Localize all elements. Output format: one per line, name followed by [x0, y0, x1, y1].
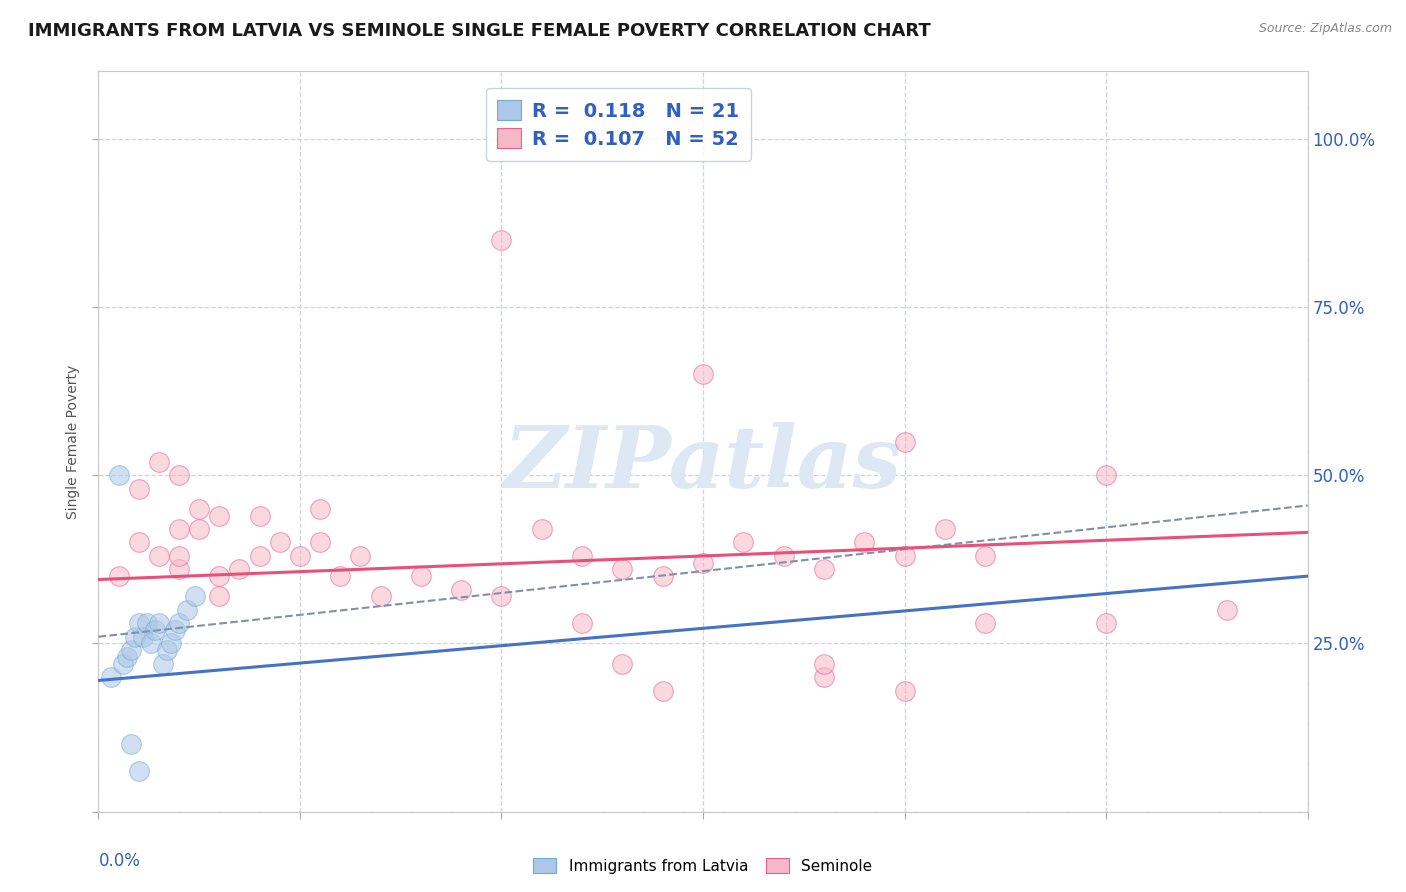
Point: [288, 549, 311, 563]
Point: [148, 549, 170, 563]
Text: 0.0%: 0.0%: [98, 853, 141, 871]
Point: [329, 569, 352, 583]
Point: [120, 738, 142, 752]
Point: [651, 683, 673, 698]
Text: ZIPatlas: ZIPatlas: [503, 422, 903, 506]
Point: [115, 649, 138, 664]
Point: [612, 562, 634, 576]
Point: [167, 522, 190, 536]
Point: [128, 616, 150, 631]
Point: [893, 434, 915, 449]
Point: [176, 603, 198, 617]
Point: [893, 683, 915, 698]
Point: [167, 562, 190, 576]
Point: [692, 556, 714, 570]
Point: [813, 657, 835, 671]
Text: IMMIGRANTS FROM LATVIA VS SEMINOLE SINGLE FEMALE POVERTY CORRELATION CHART: IMMIGRANTS FROM LATVIA VS SEMINOLE SINGL…: [28, 22, 931, 40]
Point: [530, 522, 553, 536]
Point: [813, 562, 835, 576]
Point: [132, 630, 155, 644]
Point: [128, 482, 150, 496]
Point: [163, 623, 186, 637]
Point: [167, 468, 190, 483]
Point: [139, 636, 162, 650]
Point: [974, 549, 997, 563]
Point: [228, 562, 250, 576]
Point: [934, 522, 956, 536]
Point: [853, 535, 876, 549]
Point: [128, 535, 150, 549]
Point: [612, 657, 634, 671]
Point: [349, 549, 371, 563]
Point: [249, 549, 271, 563]
Point: [184, 590, 207, 604]
Point: [571, 616, 593, 631]
Point: [249, 508, 271, 523]
Point: [148, 455, 170, 469]
Text: Source: ZipAtlas.com: Source: ZipAtlas.com: [1258, 22, 1392, 36]
Point: [124, 630, 146, 644]
Point: [100, 670, 122, 684]
Point: [188, 522, 211, 536]
Point: [128, 764, 150, 779]
Point: [571, 549, 593, 563]
Y-axis label: Single Female Poverty: Single Female Poverty: [66, 365, 80, 518]
Point: [208, 508, 231, 523]
Legend: R =  0.118   N = 21, R =  0.107   N = 52: R = 0.118 N = 21, R = 0.107 N = 52: [485, 88, 751, 161]
Point: [152, 657, 174, 671]
Point: [370, 590, 392, 604]
Point: [111, 657, 134, 671]
Point: [491, 233, 513, 247]
Point: [692, 368, 714, 382]
Point: [893, 549, 915, 563]
Point: [491, 590, 513, 604]
Point: [135, 616, 157, 631]
Point: [188, 501, 211, 516]
Point: [1095, 616, 1118, 631]
Point: [772, 549, 794, 563]
Point: [107, 468, 129, 483]
Point: [148, 616, 170, 631]
Point: [208, 590, 231, 604]
Point: [208, 569, 231, 583]
Point: [309, 501, 332, 516]
Point: [813, 670, 835, 684]
Point: [651, 569, 673, 583]
Point: [974, 616, 997, 631]
Point: [1095, 468, 1118, 483]
Point: [1216, 603, 1239, 617]
Point: [167, 616, 190, 631]
Point: [733, 535, 755, 549]
Point: [120, 643, 142, 657]
Point: [309, 535, 332, 549]
Point: [143, 623, 166, 637]
Point: [107, 569, 129, 583]
Point: [167, 549, 190, 563]
Legend: Immigrants from Latvia, Seminole: Immigrants from Latvia, Seminole: [527, 852, 879, 880]
Point: [450, 582, 472, 597]
Point: [156, 643, 179, 657]
Point: [269, 535, 291, 549]
Point: [160, 636, 183, 650]
Point: [409, 569, 432, 583]
